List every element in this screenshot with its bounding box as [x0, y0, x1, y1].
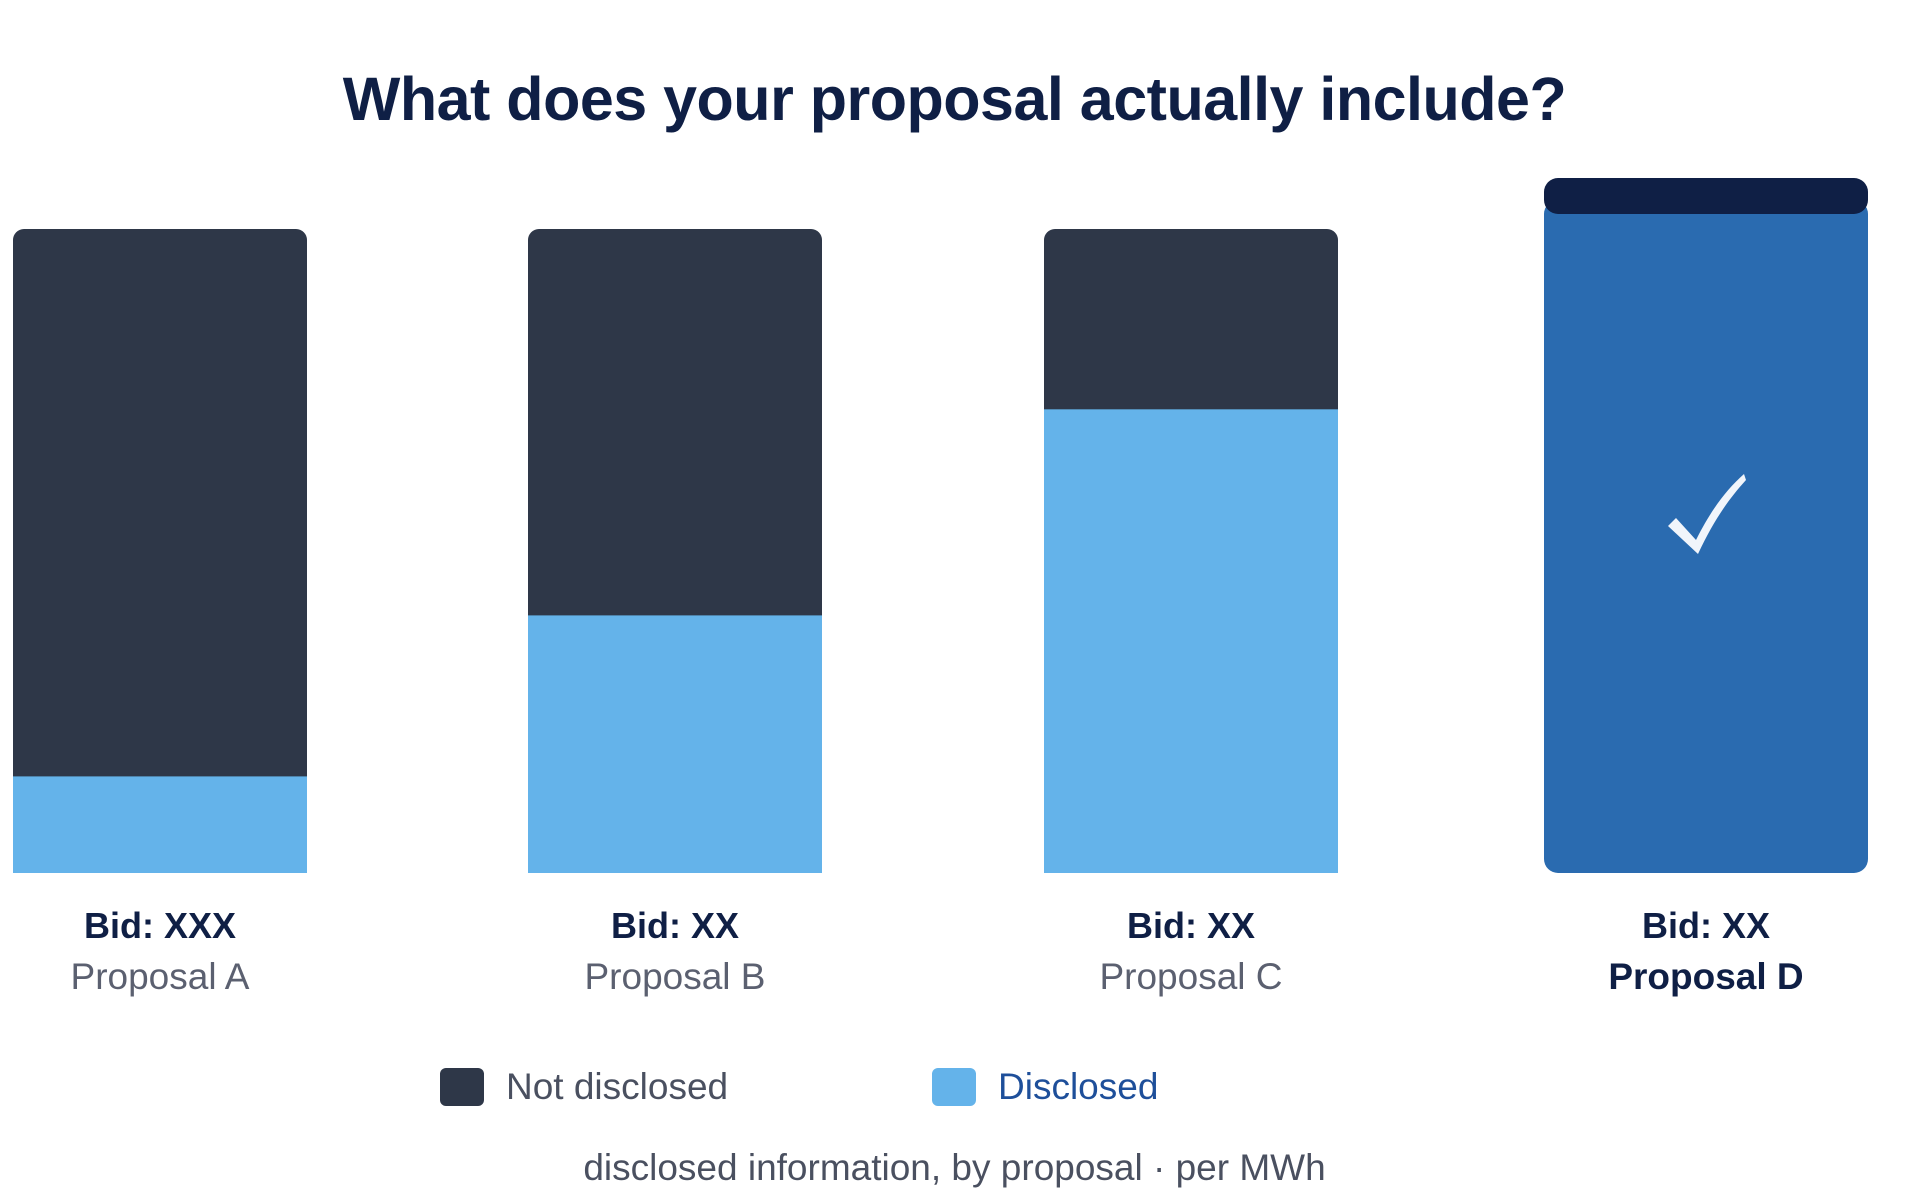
bar-proposal-c-disclosed [1044, 409, 1338, 873]
bar-proposal-d-cap [1544, 178, 1868, 214]
checkmark-icon [1668, 474, 1746, 554]
category-label-proposal-b: Proposal B [584, 956, 766, 997]
bid-label-proposal-c: Bid: XX [1126, 905, 1255, 946]
category-label-proposal-a: Proposal A [70, 956, 250, 997]
bar-group-proposal-d [1544, 178, 1868, 873]
bar-group-proposal-c [1044, 229, 1338, 873]
legend-swatch-disclosed [932, 1068, 976, 1106]
bid-label-proposal-b: Bid: XX [610, 905, 739, 946]
bid-label-proposal-a: Bid: XXX [83, 905, 236, 946]
category-label-proposal-d: Proposal D [1608, 956, 1804, 997]
legend-label-disclosed: Disclosed [998, 1066, 1159, 1107]
bar-proposal-c-not-disclosed [1044, 229, 1338, 423]
bid-label-proposal-d: Bid: XX [1641, 905, 1770, 946]
bar-group-proposal-b [528, 229, 822, 873]
legend-item-disclosed: Disclosed [932, 1062, 1158, 1112]
legend-label-not-disclosed: Not disclosed [506, 1066, 729, 1107]
legend-item-not-disclosed: Not disclosed [440, 1062, 728, 1112]
bar-proposal-b-not-disclosed [528, 229, 822, 629]
bar-group-proposal-a [13, 229, 307, 873]
category-label-proposal-c: Proposal C [1099, 956, 1283, 997]
bar-proposal-a-disclosed [13, 776, 307, 873]
bar-proposal-b-disclosed [528, 615, 822, 873]
chart-caption: disclosed information, by proposal · per… [583, 1147, 1326, 1188]
bar-proposal-a-not-disclosed [13, 229, 307, 790]
chart-title: What does your proposal actually include… [342, 65, 1567, 133]
legend: Not disclosed Disclosed [0, 1062, 1909, 1112]
legend-swatch-not-disclosed [440, 1068, 484, 1106]
